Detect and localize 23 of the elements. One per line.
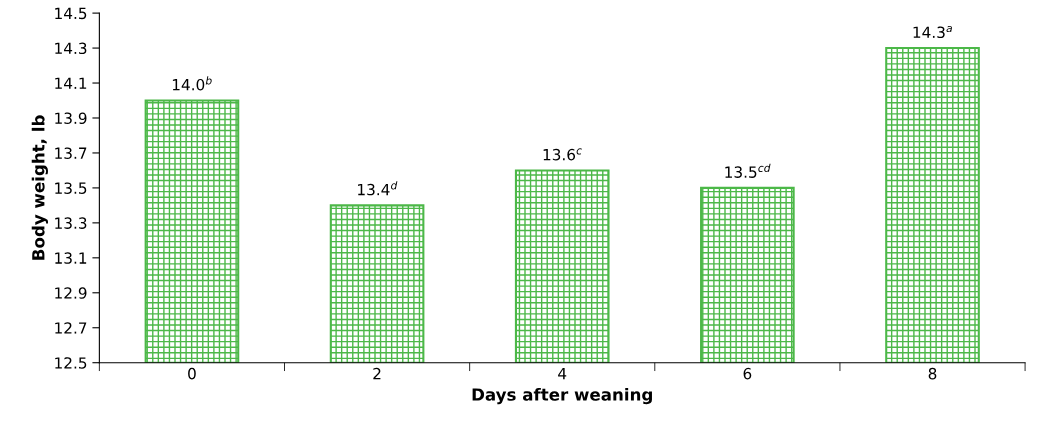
x-tick-label: 0: [188, 367, 196, 380]
data-label: 14.3$^{a}$: [913, 25, 952, 39]
x-axis-title: Days after weaning: [472, 387, 652, 405]
x-tick-label: 6: [743, 367, 752, 380]
y-axis-title: Body weight, lb: [31, 115, 48, 260]
y-tick-label: 14.5: [55, 7, 87, 20]
y-tick-label: 13.1: [55, 252, 87, 264]
y-tick-label: 14.1: [55, 77, 87, 89]
y-tick-label: 12.7: [55, 322, 87, 334]
x-tick-label: 2: [373, 367, 381, 380]
y-tick-label: 13.3: [55, 217, 87, 229]
y-tick-label: 13.7: [55, 147, 87, 159]
data-label: 13.6$^{c}$: [543, 148, 582, 161]
x-tick-label: 8: [928, 367, 937, 380]
y-tick-label: 13.9: [55, 112, 87, 125]
x-tick-label: 4: [558, 368, 567, 380]
y-tick-label: 12.9: [55, 287, 87, 299]
data-label: 13.4$^{d}$: [358, 181, 398, 196]
data-label: 14.0$^{b}$: [172, 76, 212, 91]
y-tick-label: 14.3: [55, 42, 87, 55]
y-tick-label: 12.5: [55, 357, 87, 369]
y-tick-label: 13.5: [55, 182, 87, 194]
data-label: 13.5$^{cd}$: [725, 163, 771, 178]
